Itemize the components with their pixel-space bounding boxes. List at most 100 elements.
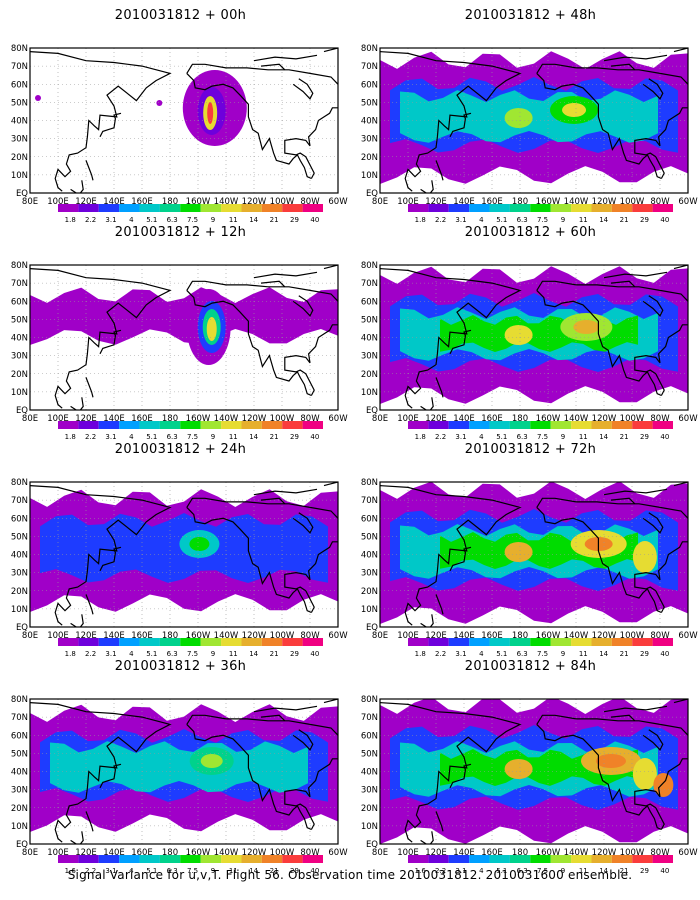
coastline xyxy=(292,512,314,534)
colorbar-label: 1.6 xyxy=(415,867,427,875)
colorbar-swatch xyxy=(448,855,470,863)
colorbar-swatch xyxy=(282,204,303,212)
coastline xyxy=(673,482,688,487)
map-frame xyxy=(379,481,689,628)
lat-tick-label: 60N xyxy=(11,731,28,741)
colorbar-swatch xyxy=(550,638,572,646)
lon-tick-label: 140W xyxy=(564,631,589,638)
colorbar-label: 3.1 xyxy=(455,650,466,658)
lon-tick-label: 120W xyxy=(592,197,617,204)
colorbar: 1.6 2.2 3.1 4 5.1 6.3 7.5 9 11 14 21 29 40 xyxy=(58,855,323,875)
lat-tick-label: EQ xyxy=(366,189,378,199)
coastline xyxy=(70,180,84,193)
colorbar-label: 3.1 xyxy=(105,867,116,875)
lon-tick-label: 80W xyxy=(300,197,320,204)
colorbar-label: 14 xyxy=(599,867,608,875)
lon-tick-label: 120E xyxy=(75,414,97,421)
colorbar-label: 1.8 xyxy=(65,650,76,658)
lat-tick-label: 60N xyxy=(11,514,28,524)
lon-tick-label: 140W xyxy=(564,197,589,204)
lon-tick-label: 140W xyxy=(214,414,239,421)
colorbar-swatch xyxy=(652,421,673,429)
lon-tick-label: 100E xyxy=(397,414,419,421)
colorbar-label: 40 xyxy=(660,867,669,875)
lat-tick-label: 50N xyxy=(361,315,378,325)
colorbar-swatch xyxy=(571,421,592,429)
colorbar-label: 9 xyxy=(211,650,215,658)
coastline xyxy=(603,271,668,279)
coastline xyxy=(260,714,286,722)
colorbar-label: 7.5 xyxy=(537,216,548,224)
coastline xyxy=(435,594,444,615)
lon-tick-label: 100E xyxy=(47,848,69,855)
lon-tick-label: 160W xyxy=(186,848,211,855)
colorbar-label: 7.5 xyxy=(537,433,548,441)
coastline xyxy=(186,506,312,614)
lat-tick-label: 10N xyxy=(361,171,378,181)
coastline xyxy=(610,497,636,505)
lat-tick-label: EQ xyxy=(16,840,28,850)
colorbar-label: 11 xyxy=(229,867,238,875)
colorbar-label: 9 xyxy=(211,433,215,441)
lat-tick-label: 50N xyxy=(361,532,378,542)
colorbar-swatch xyxy=(591,855,612,863)
lat-tick-label: 30N xyxy=(11,569,28,579)
lat-tick-label: 70N xyxy=(11,62,28,72)
colorbar-swatch xyxy=(180,638,201,646)
panel-title: 2010031812 + 12h xyxy=(114,225,247,240)
colorbar-label: 40 xyxy=(660,216,669,224)
variance-contour xyxy=(632,541,657,573)
colorbar: 1.8 2.2 3.1 4 5.1 6.3 7.5 9 11 14 21 29 40 xyxy=(58,638,323,658)
coastline xyxy=(284,541,338,613)
colorbar-label: 5.1 xyxy=(146,650,157,658)
lat-tick-label: 10N xyxy=(361,822,378,832)
map-panel: 2010031812 + 12h 80N 70N 60N 50N 40N 30N 20N 10N… xyxy=(8,225,353,445)
lon-tick-label: 120E xyxy=(425,414,447,421)
colorbar-label: 6.3 xyxy=(517,433,528,441)
lat-tick-label: EQ xyxy=(16,189,28,199)
lat-tick-label: 30N xyxy=(361,135,378,145)
lon-tick-label: 120W xyxy=(242,848,267,855)
colorbar-label: 2.2 xyxy=(85,867,96,875)
colorbar-swatch xyxy=(652,638,673,646)
coastline xyxy=(70,831,84,844)
lon-tick-label: 120E xyxy=(425,848,447,855)
colorbar-label: 40 xyxy=(660,650,669,658)
lon-tick-label: 120W xyxy=(592,631,617,638)
lat-tick-label: 20N xyxy=(11,587,28,597)
colorbar-label: 7.5 xyxy=(187,867,198,875)
lon-tick-label: 180 xyxy=(512,414,528,421)
panel-title: 2010031812 + 00h xyxy=(114,8,247,23)
lon-tick-label: 180 xyxy=(162,197,178,204)
coastline xyxy=(420,180,434,193)
lat-tick-label: EQ xyxy=(366,623,378,633)
colorbar-label: 29 xyxy=(290,650,299,658)
coastline xyxy=(186,289,312,397)
colorbar-swatch xyxy=(489,855,510,863)
lat-tick-label: 30N xyxy=(11,352,28,362)
lon-tick-label: 80W xyxy=(300,414,320,421)
colorbar-swatch xyxy=(448,638,470,646)
coastline xyxy=(260,280,286,288)
variance-contour xyxy=(50,741,308,793)
colorbar-label: 14 xyxy=(249,433,258,441)
lat-tick-label: 60N xyxy=(11,297,28,307)
colorbar-swatch xyxy=(509,421,531,429)
colorbar-swatch xyxy=(282,638,303,646)
colorbar-label: 9 xyxy=(561,216,565,224)
colorbar-label: 6.3 xyxy=(517,650,528,658)
colorbar-swatch xyxy=(58,855,79,863)
colorbar-label: 6.3 xyxy=(517,216,528,224)
colorbar-swatch xyxy=(469,638,490,646)
colorbar-label: 3.1 xyxy=(455,433,466,441)
coastline xyxy=(642,729,664,751)
lat-tick-label: 50N xyxy=(11,315,28,325)
colorbar: 1.8 2.2 3.1 4 5.1 6.3 7.5 9 11 14 21 29 40 xyxy=(408,638,673,658)
variance-contour xyxy=(206,317,217,341)
coastline xyxy=(634,758,688,830)
colorbar-label: 2.2 xyxy=(85,433,96,441)
colorbar-swatch xyxy=(408,204,429,212)
